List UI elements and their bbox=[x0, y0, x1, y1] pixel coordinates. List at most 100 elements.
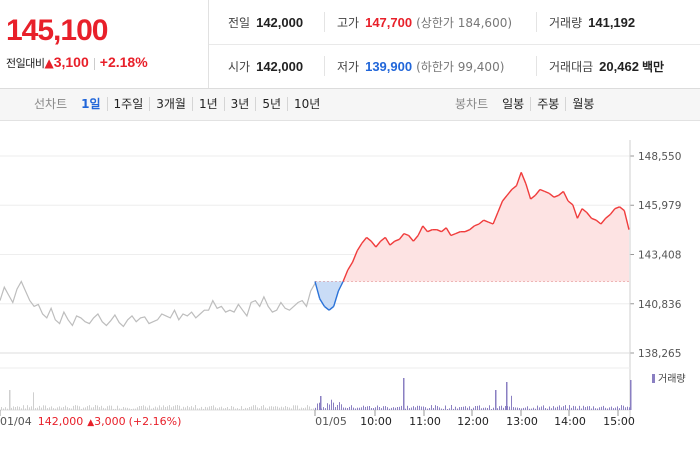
price-line-segment bbox=[605, 213, 611, 219]
volume-bar bbox=[569, 405, 570, 410]
period-0[interactable]: 1일 bbox=[81, 97, 101, 111]
volume-bar bbox=[147, 407, 148, 410]
volume-bar bbox=[19, 406, 20, 410]
price-line-segment bbox=[623, 210, 630, 230]
volume-bar bbox=[1, 407, 2, 410]
volume-bar bbox=[45, 405, 46, 410]
volume-bar bbox=[99, 407, 100, 410]
change-percent: +2.18% bbox=[99, 54, 148, 70]
current-price: 145,100 bbox=[6, 14, 108, 47]
price-line-segment bbox=[384, 237, 391, 246]
price-line-segment bbox=[342, 269, 349, 282]
line-chart-periods: 선차트 1일 1주일 3개월 1년 3년 5년 10년 bbox=[34, 89, 327, 120]
volume-bar bbox=[205, 406, 206, 410]
volume-bar bbox=[417, 405, 418, 410]
candle-period-2[interactable]: 월봉 bbox=[565, 97, 601, 111]
volume-bar bbox=[535, 408, 536, 410]
period-5[interactable]: 5년 bbox=[255, 97, 288, 111]
volume-bar bbox=[155, 406, 156, 410]
price-line-segment bbox=[351, 250, 358, 263]
volume-bar bbox=[399, 406, 400, 410]
period-2[interactable]: 3개월 bbox=[149, 97, 192, 111]
volume-bar bbox=[135, 408, 136, 410]
price-line-segment bbox=[600, 217, 607, 225]
volume-bar bbox=[431, 405, 432, 410]
price-line-segment bbox=[412, 235, 419, 242]
volume-bar bbox=[309, 406, 310, 410]
volume-bar bbox=[483, 407, 484, 410]
volume-bar bbox=[621, 405, 622, 410]
volume-bar bbox=[167, 406, 168, 410]
period-6[interactable]: 10년 bbox=[287, 97, 327, 111]
volume-bar bbox=[261, 406, 262, 410]
volume-bar bbox=[127, 407, 128, 410]
volume-bar bbox=[337, 405, 338, 410]
change-summary: 전일대비▲3,100 +2.18% bbox=[6, 54, 148, 71]
price-line-segment bbox=[567, 200, 574, 206]
price-line-segment bbox=[530, 194, 536, 200]
volume-bar bbox=[539, 407, 540, 410]
volume-bar bbox=[27, 405, 28, 410]
volume-bar bbox=[211, 406, 212, 410]
volume-bar bbox=[149, 405, 150, 410]
volume-bar bbox=[467, 407, 468, 410]
volume-bar bbox=[13, 406, 14, 410]
price-line-segment bbox=[422, 225, 429, 233]
volume-bar bbox=[23, 405, 24, 410]
volume-bar bbox=[247, 408, 248, 410]
price-line-segment bbox=[417, 225, 424, 236]
volume-bar bbox=[329, 404, 330, 410]
period-4[interactable]: 3년 bbox=[223, 97, 256, 111]
volume-bar bbox=[377, 405, 378, 410]
volume-bar bbox=[393, 407, 394, 410]
volume-bar bbox=[493, 407, 494, 410]
volume-legend-label: 거래량 bbox=[658, 373, 686, 385]
volume-bar bbox=[381, 408, 382, 410]
volume-bar bbox=[469, 406, 470, 410]
volume-bar bbox=[311, 408, 312, 410]
volume-bar bbox=[191, 406, 192, 410]
quote-header: 145,100 전일대비▲3,100 +2.18% 전일 142,000 고가 147… bbox=[0, 0, 700, 89]
volume-bar bbox=[95, 405, 96, 410]
volume-bar bbox=[515, 407, 516, 410]
price-line-segment bbox=[403, 232, 409, 237]
volume-bar bbox=[497, 408, 498, 410]
volume-bar bbox=[187, 405, 188, 410]
candle-period-1[interactable]: 주봉 bbox=[530, 97, 566, 111]
volume-bar bbox=[137, 407, 138, 410]
volume-bar bbox=[299, 408, 300, 410]
low-price: 저가 139,900 (하한가 99,400) bbox=[337, 59, 505, 74]
period-1[interactable]: 1주일 bbox=[106, 97, 150, 111]
price-line-segment bbox=[586, 212, 593, 219]
divider bbox=[93, 57, 95, 70]
volume-bar bbox=[77, 405, 78, 410]
price-line-segment bbox=[506, 189, 513, 196]
volume-bar bbox=[453, 408, 454, 410]
volume-bar bbox=[133, 408, 134, 410]
volume-bar bbox=[361, 407, 362, 410]
price-line-segment bbox=[398, 233, 405, 240]
volume-bar bbox=[67, 407, 68, 410]
volume-bar bbox=[175, 405, 176, 410]
volume-bar bbox=[73, 405, 74, 410]
volume-bar bbox=[517, 407, 518, 410]
x-tick-label: 10:00 bbox=[360, 415, 392, 428]
volume-bar bbox=[69, 408, 70, 410]
volume-bar bbox=[71, 408, 72, 410]
up-arrow-icon: ▲ bbox=[44, 56, 54, 70]
price-line-segment bbox=[450, 232, 456, 237]
volume-bar bbox=[5, 407, 6, 410]
volume-bar bbox=[425, 407, 426, 410]
candle-period-0[interactable]: 일봉 bbox=[502, 97, 525, 111]
volume-bar bbox=[585, 407, 586, 410]
volume-bar bbox=[599, 407, 600, 410]
period-3[interactable]: 1년 bbox=[191, 97, 224, 111]
volume-bar bbox=[557, 406, 558, 410]
volume-bar bbox=[265, 407, 266, 410]
volume-bar bbox=[525, 407, 526, 410]
volume-bar bbox=[303, 408, 304, 410]
volume-bar bbox=[183, 406, 184, 410]
volume-bar bbox=[607, 408, 608, 410]
volume-bar bbox=[25, 408, 26, 410]
volume-bar bbox=[605, 407, 606, 410]
